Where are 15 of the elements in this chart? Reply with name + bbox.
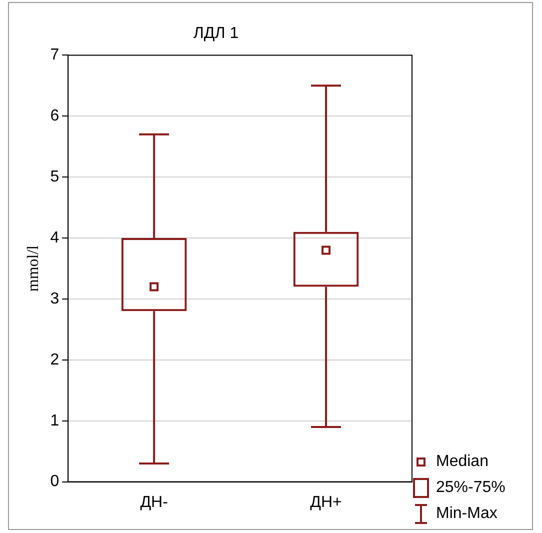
text: Min-Max <box>436 505 498 523</box>
y-tick-label: 5 <box>50 168 60 186</box>
y-tick-label: 7 <box>50 46 60 64</box>
y-tick-label: 3 <box>50 290 60 308</box>
y-tick-label: 0 <box>50 473 60 490</box>
y-tick-label: 6 <box>50 108 60 125</box>
chart-title: ЛДЛ 1 <box>193 25 239 42</box>
text: 25%-75% <box>436 479 506 497</box>
y-axis-title: mmol/l <box>24 244 42 292</box>
y-tick-label: 2 <box>50 351 60 368</box>
x-tick-label: ДН+ <box>310 494 342 511</box>
y-tick-label: 4 <box>50 229 60 246</box>
x-tick-label: ДН- <box>140 494 168 511</box>
y-tick-label: 1 <box>50 412 60 430</box>
text: Median <box>436 453 488 471</box>
